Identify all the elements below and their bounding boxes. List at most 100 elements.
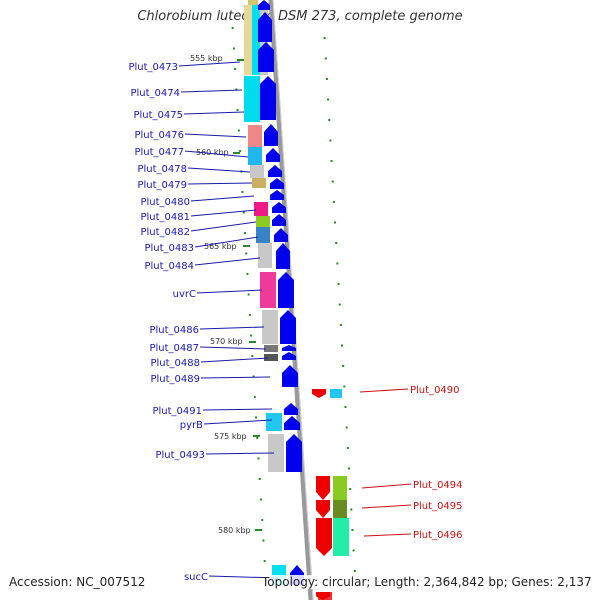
tick-label: 575 kbp [214,432,247,441]
leader-line [205,452,275,455]
leader-line [194,257,261,266]
feature-block [244,5,252,75]
gene-label-left: Plut_0478 [137,164,187,175]
leader-line [190,221,257,232]
gene-label-left: Plut_0482 [140,227,190,238]
leader-line [178,61,241,67]
leader-line [194,236,259,248]
leader-line [196,289,263,294]
forward-gene-arrow [282,345,296,351]
feature-block [252,5,260,75]
forward-gene-arrow [282,352,296,360]
forward-gene-arrow [258,12,272,42]
leader-line [361,483,412,489]
feature-block [333,476,347,500]
gene-label-left: Plut_0484 [144,261,194,272]
forward-gene-arrow [264,124,278,146]
gene-label-left: Plut_0488 [150,358,200,369]
gene-label-left: uvrC [173,289,196,300]
leader-line [184,150,249,158]
feature-block [258,243,272,268]
leader-line [199,326,265,330]
leader-line [359,388,409,393]
feature-block [262,310,278,344]
feature-block [248,0,258,5]
feature-blocks [244,0,349,600]
reverse-gene-arrow [316,476,330,500]
leader-line [202,408,273,411]
leader-line [183,111,245,115]
gene-label-right: Plut_0495 [413,501,463,512]
gene-label-left: sucC [184,572,208,583]
tick-label: 555 kbp [190,54,223,63]
feature-block [248,147,262,165]
gene-label-left: Plut_0480 [140,197,190,208]
feature-block [254,202,268,216]
forward-gene-arrow [270,178,284,189]
forward-gene-arrow [284,403,298,415]
feature-block [256,216,270,227]
forward-gene-arrow [270,190,284,200]
gene-label-left: Plut_0476 [134,130,184,141]
leader-line [363,533,412,537]
gene-label-left: Plut_0481 [140,212,190,223]
forward-gene-arrow [272,214,286,226]
gene-label-left: Plut_0473 [128,62,178,73]
forward-gene-arrow [268,165,282,177]
feature-block [252,178,266,188]
feature-block [244,76,260,122]
tick-label: 565 kbp [204,242,237,251]
leader-line [200,376,271,379]
leader-line [187,167,251,173]
gene-label-left: Plut_0483 [144,243,194,254]
forward-gene-arrow [258,42,274,72]
feature-block [250,165,264,178]
feature-block [264,354,278,361]
forward-gene-arrow [260,76,276,120]
gene-label-right: Plut_0490 [410,385,460,396]
gene-label-left: Plut_0491 [152,406,202,417]
feature-block [266,413,282,431]
forward-gene-arrow [286,434,302,472]
forward-gene-arrow [280,310,296,344]
tick-label: 580 kbp [218,526,251,535]
accession-text: Accession: NC_007512 [9,575,146,589]
tick-label: 570 kbp [210,337,243,346]
forward-gene-arrow [282,365,298,387]
feature-block [248,125,262,147]
gene-arrows [258,0,332,600]
gene-label-left: Plut_0474 [130,88,180,99]
map-title: Chlorobium luteolum DSM 273, complete ge… [137,9,463,24]
leader-line [203,419,273,425]
leader-line [184,133,247,138]
forward-gene-arrow [278,272,294,308]
tick-label: 560 kbp [196,148,229,157]
leader-line [190,209,257,217]
gene-label-left: Plut_0477 [134,147,184,158]
leader-line [187,182,253,185]
gene-label-left: Plut_0489 [150,374,200,385]
leader-line [200,357,269,363]
forward-gene-arrow [266,148,280,162]
reverse-gene-arrow [312,389,326,398]
gene-label-left: Plut_0487 [149,343,199,354]
gene-label-right: Plut_0496 [413,530,463,541]
gene-labels: Plut_0473 Plut_0474 Plut_0475 Plut_0476 Plut… [128,61,463,583]
gene-label-left: Plut_0486 [149,325,199,336]
feature-block [333,518,349,556]
leader-line [199,346,267,350]
feature-block [256,227,270,243]
feature-block [333,500,347,518]
reverse-gene-arrow [316,592,330,600]
reverse-gene-arrow [316,518,332,556]
gene-label-left: pyrB [180,420,203,431]
forward-gene-arrow [284,416,300,430]
gene-label-right: Plut_0494 [413,480,463,491]
reverse-gene-arrow [316,500,330,518]
genome-stats-text: Topology: circular; Length: 2,364,842 bp… [262,575,592,589]
leader-line [361,504,412,509]
forward-gene-arrow [274,228,288,242]
leader-line [190,195,255,202]
forward-gene-arrow [258,0,270,10]
feature-block [330,389,342,398]
